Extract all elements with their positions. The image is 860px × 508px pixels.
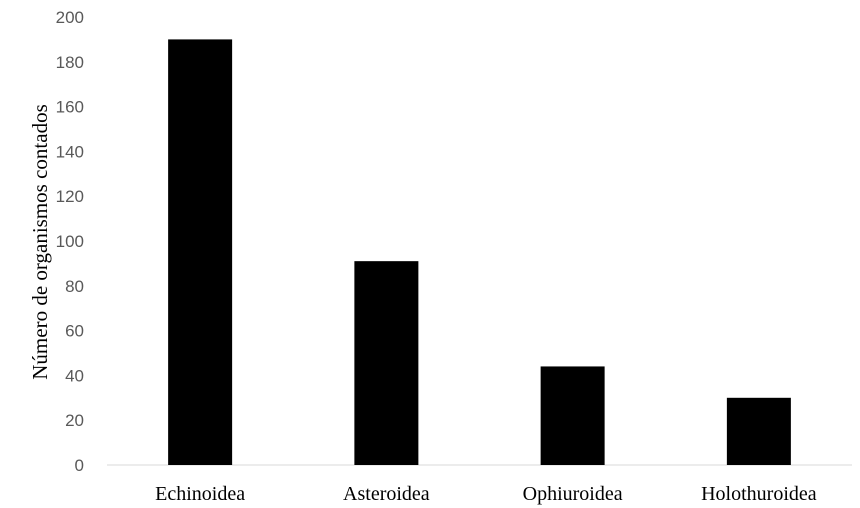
bar: [354, 261, 419, 465]
y-tick-label: 180: [56, 53, 84, 72]
y-tick-label: 80: [65, 277, 84, 296]
bar-series: [168, 39, 791, 466]
x-axis-categories: Echinoidea Asteroidea Ophiuroidea Holothuro…: [155, 483, 817, 505]
y-tick-label: 140: [56, 142, 84, 161]
x-category-label: Holothuroidea: [701, 483, 817, 505]
y-tick-label: 0: [75, 456, 84, 475]
x-category-label: Ophiuroidea: [523, 483, 623, 505]
bar: [726, 397, 791, 465]
y-axis-ticks: 0 20 40 60 80 100 120 140 160 180 200: [56, 8, 84, 475]
y-tick-label: 100: [56, 232, 84, 251]
x-category-label: Asteroidea: [343, 483, 430, 505]
y-tick-label: 200: [56, 8, 84, 27]
y-tick-label: 120: [56, 187, 84, 206]
bar: [168, 39, 233, 466]
y-tick-label: 60: [65, 322, 84, 341]
y-axis-title: Número de organismos contados: [28, 104, 52, 379]
y-tick-label: 160: [56, 98, 84, 117]
x-category-label: Echinoidea: [155, 483, 245, 505]
y-tick-label: 20: [65, 411, 84, 430]
y-tick-label: 40: [65, 366, 84, 385]
bar: [540, 366, 605, 465]
